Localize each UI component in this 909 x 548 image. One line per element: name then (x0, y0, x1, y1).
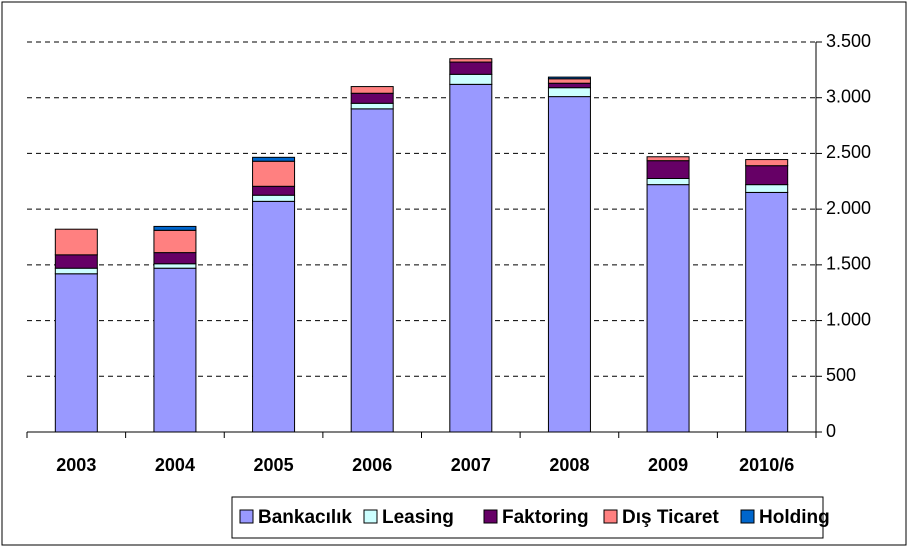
y-tick-label: 3.000 (826, 86, 871, 106)
bar-segment (54, 254, 98, 269)
bar-segment (252, 156, 296, 162)
bar-segment (745, 165, 789, 186)
legend-swatch (740, 509, 755, 524)
bar-segment (449, 83, 493, 433)
x-tick-label: 2010/6 (739, 455, 794, 475)
bar-segment (449, 73, 493, 85)
bar-segment (54, 273, 98, 433)
x-tick-label: 2004 (155, 455, 195, 475)
y-tick-label: 2.500 (826, 142, 871, 162)
bar-segment (547, 87, 591, 98)
x-tick-label: 2008 (549, 455, 589, 475)
legend-label: Holding (759, 507, 830, 528)
legend-label: Leasing (382, 507, 454, 528)
bar-segment (646, 178, 690, 186)
y-tick-label: 2.000 (826, 198, 871, 218)
bar-segment (745, 159, 789, 167)
bar-segment (646, 160, 690, 180)
legend-swatch (603, 509, 618, 524)
bar-segment (646, 156, 690, 162)
bar-segment (350, 102, 394, 110)
legend-label: Dış Ticaret (622, 507, 719, 528)
bar-segment (547, 76, 591, 80)
bar-segment (153, 225, 197, 231)
bar-segment (547, 78, 591, 84)
bar-segment (54, 228, 98, 256)
y-tick-label: 3.500 (826, 31, 871, 51)
bar-segment (646, 184, 690, 433)
legend-label: Faktoring (502, 507, 589, 528)
bar-segment (153, 229, 197, 254)
y-tick-label: 1.000 (826, 309, 871, 329)
bar-segment (745, 191, 789, 433)
bar-segment (252, 200, 296, 433)
y-tick-label: 1.500 (826, 254, 871, 274)
legend-swatch (239, 509, 254, 524)
bar-segment (449, 58, 493, 63)
legend-label: Bankacılık (258, 507, 352, 528)
legend-swatch (363, 509, 378, 524)
legend-swatch (483, 509, 498, 524)
x-tick-label: 2009 (648, 455, 688, 475)
bar-segment (350, 108, 394, 433)
bar-segment (252, 185, 296, 196)
bar-segment (153, 267, 197, 433)
bar-segment (350, 92, 394, 104)
legend-box (231, 496, 824, 539)
bar-segment (449, 61, 493, 75)
y-tick-label: 0 (826, 421, 836, 441)
bar-segment (252, 194, 296, 202)
bar-segment (547, 96, 591, 433)
x-tick-label: 2003 (56, 455, 96, 475)
x-tick-label: 2005 (254, 455, 294, 475)
bar-segment (745, 184, 789, 193)
x-tick-label: 2006 (352, 455, 392, 475)
bar-segment (252, 160, 296, 187)
bar-segment (153, 263, 197, 269)
bar-segment (54, 267, 98, 275)
bar-segment (350, 86, 394, 94)
y-tick-label: 500 (826, 365, 856, 385)
bar-segment (547, 82, 591, 89)
x-tick-label: 2007 (451, 455, 491, 475)
bar-segment (153, 252, 197, 265)
